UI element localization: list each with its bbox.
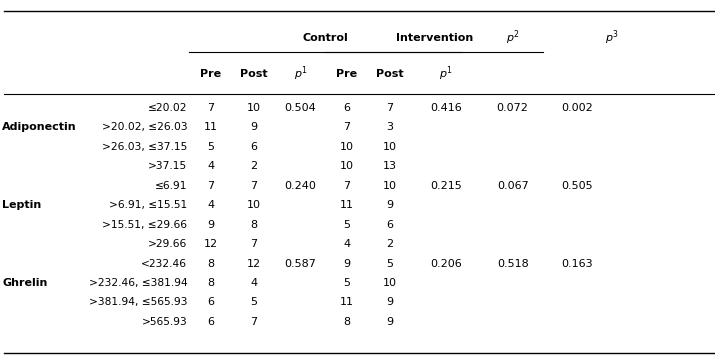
Text: 13: 13 xyxy=(383,161,397,171)
Text: 7: 7 xyxy=(207,181,214,191)
Text: >15.51, ≤29.66: >15.51, ≤29.66 xyxy=(102,220,187,230)
Text: 9: 9 xyxy=(386,200,393,210)
Text: 0.587: 0.587 xyxy=(285,258,316,269)
Text: 0.416: 0.416 xyxy=(430,103,462,113)
Text: 0.163: 0.163 xyxy=(561,258,593,269)
Text: 3: 3 xyxy=(386,122,393,132)
Text: 5: 5 xyxy=(343,220,350,230)
Text: >20.02, ≤26.03: >20.02, ≤26.03 xyxy=(102,122,187,132)
Text: 10: 10 xyxy=(247,103,261,113)
Text: 8: 8 xyxy=(207,278,214,288)
Text: 11: 11 xyxy=(204,122,218,132)
Text: 0.215: 0.215 xyxy=(430,181,462,191)
Text: 12: 12 xyxy=(204,239,218,249)
Text: 2: 2 xyxy=(386,239,393,249)
Text: 0.240: 0.240 xyxy=(285,181,316,191)
Text: Leptin: Leptin xyxy=(2,200,41,210)
Text: 6: 6 xyxy=(207,317,214,327)
Text: 9: 9 xyxy=(343,258,350,269)
Text: Pre: Pre xyxy=(200,69,222,79)
Text: 0.505: 0.505 xyxy=(561,181,593,191)
Text: 6: 6 xyxy=(386,220,393,230)
Text: 0.504: 0.504 xyxy=(285,103,316,113)
Text: >29.66: >29.66 xyxy=(148,239,187,249)
Text: 8: 8 xyxy=(250,220,257,230)
Text: Post: Post xyxy=(240,69,267,79)
Text: 6: 6 xyxy=(250,142,257,152)
Text: 7: 7 xyxy=(250,239,257,249)
Text: 9: 9 xyxy=(207,220,214,230)
Text: 9: 9 xyxy=(386,317,393,327)
Text: Post: Post xyxy=(376,69,403,79)
Text: 4: 4 xyxy=(250,278,257,288)
Text: 10: 10 xyxy=(383,142,397,152)
Text: 4: 4 xyxy=(343,239,350,249)
Text: <232.46: <232.46 xyxy=(142,258,187,269)
Text: 9: 9 xyxy=(250,122,257,132)
Text: 12: 12 xyxy=(247,258,261,269)
Text: >381.94, ≤565.93: >381.94, ≤565.93 xyxy=(89,297,187,307)
Text: $\it{p}$$^2$: $\it{p}$$^2$ xyxy=(506,28,519,47)
Text: 5: 5 xyxy=(250,297,257,307)
Text: ≤20.02: ≤20.02 xyxy=(148,103,187,113)
Text: 7: 7 xyxy=(386,103,393,113)
Text: 0.206: 0.206 xyxy=(430,258,462,269)
Text: 10: 10 xyxy=(383,278,397,288)
Text: 7: 7 xyxy=(343,181,350,191)
Text: 6: 6 xyxy=(343,103,350,113)
Text: $\it{p}$$^1$: $\it{p}$$^1$ xyxy=(439,64,453,83)
Text: 0.002: 0.002 xyxy=(561,103,593,113)
Text: 7: 7 xyxy=(250,181,257,191)
Text: Control: Control xyxy=(302,33,348,43)
Text: 7: 7 xyxy=(207,103,214,113)
Text: 5: 5 xyxy=(386,258,393,269)
Text: 7: 7 xyxy=(343,122,350,132)
Text: >565.93: >565.93 xyxy=(142,317,187,327)
Text: 5: 5 xyxy=(207,142,214,152)
Text: Intervention: Intervention xyxy=(395,33,473,43)
Text: 2: 2 xyxy=(250,161,257,171)
Text: Adiponectin: Adiponectin xyxy=(2,122,77,132)
Text: 0.067: 0.067 xyxy=(497,181,528,191)
Text: 6: 6 xyxy=(207,297,214,307)
Text: 7: 7 xyxy=(250,317,257,327)
Text: 11: 11 xyxy=(340,200,354,210)
Text: 10: 10 xyxy=(340,161,354,171)
Text: 10: 10 xyxy=(340,142,354,152)
Text: 11: 11 xyxy=(340,297,354,307)
Text: 4: 4 xyxy=(207,161,214,171)
Text: 9: 9 xyxy=(386,297,393,307)
Text: >6.91, ≤15.51: >6.91, ≤15.51 xyxy=(109,200,187,210)
Text: >37.15: >37.15 xyxy=(148,161,187,171)
Text: 8: 8 xyxy=(343,317,350,327)
Text: Ghrelin: Ghrelin xyxy=(2,278,47,288)
Text: >232.46, ≤381.94: >232.46, ≤381.94 xyxy=(89,278,187,288)
Text: 0.072: 0.072 xyxy=(497,103,528,113)
Text: 10: 10 xyxy=(383,181,397,191)
Text: $\it{p}$$^3$: $\it{p}$$^3$ xyxy=(605,28,618,47)
Text: 10: 10 xyxy=(247,200,261,210)
Text: ≤6.91: ≤6.91 xyxy=(155,181,187,191)
Text: Pre: Pre xyxy=(336,69,358,79)
Text: $\it{p}$$^1$: $\it{p}$$^1$ xyxy=(294,64,307,83)
Text: 0.518: 0.518 xyxy=(497,258,528,269)
Text: 5: 5 xyxy=(343,278,350,288)
Text: >26.03, ≤37.15: >26.03, ≤37.15 xyxy=(102,142,187,152)
Text: 8: 8 xyxy=(207,258,214,269)
Text: 4: 4 xyxy=(207,200,214,210)
